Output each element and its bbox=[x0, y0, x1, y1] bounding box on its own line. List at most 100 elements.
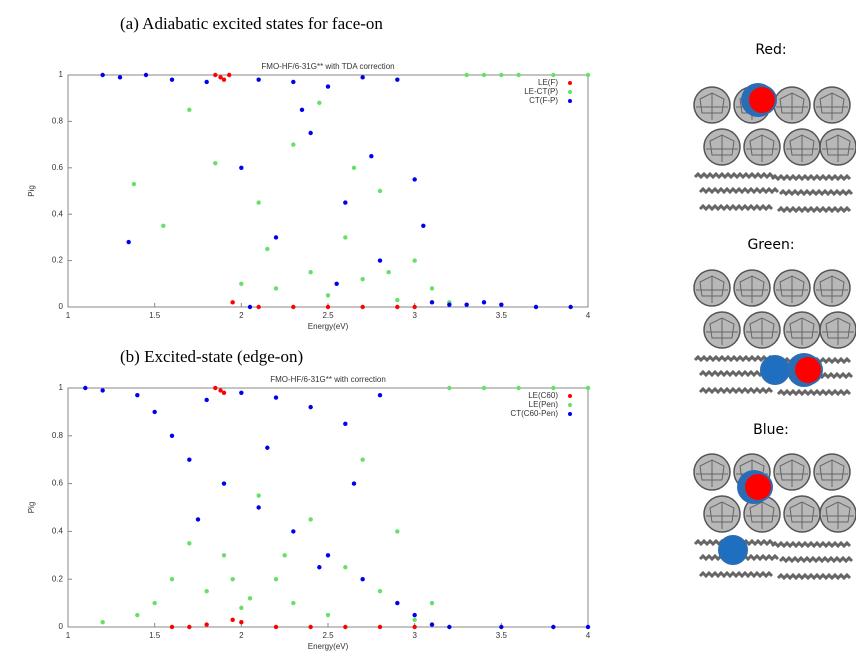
point bbox=[334, 281, 339, 286]
point bbox=[429, 286, 435, 291]
point bbox=[230, 577, 235, 582]
fullerene-mesh bbox=[696, 275, 728, 303]
point bbox=[308, 624, 313, 630]
point bbox=[395, 600, 400, 606]
point bbox=[169, 577, 175, 582]
point bbox=[221, 390, 227, 395]
y-axis-label: Pig bbox=[27, 502, 36, 514]
point bbox=[291, 142, 296, 147]
fullerene-mesh bbox=[746, 317, 778, 345]
point bbox=[239, 165, 244, 170]
point bbox=[395, 304, 400, 310]
pentacene bbox=[778, 555, 854, 564]
pentacene bbox=[698, 386, 774, 395]
point bbox=[499, 72, 504, 78]
point bbox=[213, 160, 218, 166]
site bbox=[760, 355, 790, 385]
legend-marker bbox=[568, 412, 572, 416]
point bbox=[247, 596, 253, 601]
point bbox=[516, 72, 521, 78]
plot-title: FMO-HF/6-31G** with correction bbox=[270, 375, 386, 384]
point bbox=[256, 200, 261, 205]
point bbox=[265, 445, 270, 450]
fullerene-mesh bbox=[822, 501, 854, 529]
point bbox=[152, 409, 157, 415]
pentacene bbox=[770, 540, 852, 549]
point bbox=[135, 612, 140, 618]
point bbox=[187, 624, 192, 630]
x-tick-label: 3.5 bbox=[496, 311, 508, 320]
legend-label: LE-CT(P) bbox=[524, 87, 558, 96]
point bbox=[325, 304, 331, 310]
point bbox=[412, 617, 417, 623]
point bbox=[204, 397, 209, 403]
point bbox=[317, 565, 322, 570]
point bbox=[230, 300, 235, 305]
fullerene-mesh bbox=[776, 459, 808, 487]
point bbox=[429, 622, 435, 627]
y-tick-label: 0.2 bbox=[52, 574, 64, 583]
point bbox=[412, 177, 417, 182]
point bbox=[195, 517, 201, 522]
fullerene-mesh bbox=[816, 92, 848, 120]
point bbox=[395, 529, 400, 534]
fullerene-mesh bbox=[706, 317, 738, 345]
x-tick-label: 4 bbox=[586, 311, 591, 320]
point bbox=[499, 624, 504, 630]
point bbox=[291, 600, 296, 606]
point bbox=[204, 588, 209, 594]
x-tick-label: 2.5 bbox=[322, 631, 334, 640]
point bbox=[308, 130, 313, 136]
point bbox=[325, 612, 331, 618]
x-tick-label: 1 bbox=[66, 631, 71, 640]
point bbox=[291, 79, 296, 85]
x-tick-label: 3 bbox=[412, 631, 417, 640]
point bbox=[360, 276, 365, 282]
point bbox=[213, 72, 218, 78]
x-tick-label: 3.5 bbox=[496, 631, 508, 640]
point bbox=[412, 304, 417, 310]
point bbox=[230, 617, 235, 623]
point bbox=[273, 235, 279, 240]
point bbox=[282, 553, 287, 558]
fullerene-mesh bbox=[786, 501, 818, 529]
x-tick-label: 2.5 bbox=[322, 311, 334, 320]
y-tick-label: 0.8 bbox=[52, 431, 64, 440]
point bbox=[169, 433, 175, 438]
point bbox=[239, 605, 244, 611]
point bbox=[247, 304, 253, 310]
pentacene bbox=[693, 354, 775, 363]
point bbox=[239, 620, 244, 625]
legend-marker bbox=[568, 81, 572, 85]
point bbox=[386, 270, 391, 275]
point bbox=[447, 385, 452, 391]
point bbox=[481, 385, 487, 391]
point bbox=[265, 246, 270, 252]
point bbox=[273, 577, 279, 582]
legend-label: CT(C60-Pen) bbox=[510, 409, 558, 418]
pentacene bbox=[770, 173, 852, 182]
plot-area bbox=[67, 74, 589, 308]
fullerene-mesh bbox=[786, 134, 818, 162]
legend-marker bbox=[568, 90, 572, 94]
fullerene-mesh bbox=[776, 275, 808, 303]
x-axis-label: Energy(eV) bbox=[308, 322, 349, 331]
point bbox=[187, 457, 192, 462]
point bbox=[412, 258, 417, 263]
pentacene bbox=[698, 203, 774, 212]
point bbox=[308, 517, 313, 522]
legend-label: CT(F-P) bbox=[529, 96, 558, 105]
x-tick-label: 3 bbox=[412, 311, 417, 320]
point bbox=[299, 107, 305, 113]
point bbox=[568, 304, 573, 310]
point bbox=[256, 77, 261, 82]
point bbox=[308, 270, 313, 275]
point bbox=[412, 624, 417, 630]
y-tick-label: 0.6 bbox=[52, 479, 64, 488]
point bbox=[131, 181, 137, 187]
y-axis-label: Pig bbox=[27, 185, 36, 197]
point bbox=[395, 297, 400, 303]
point bbox=[360, 457, 365, 462]
x-tick-label: 1.5 bbox=[149, 311, 161, 320]
x-axis-label: Energy(eV) bbox=[308, 642, 349, 651]
